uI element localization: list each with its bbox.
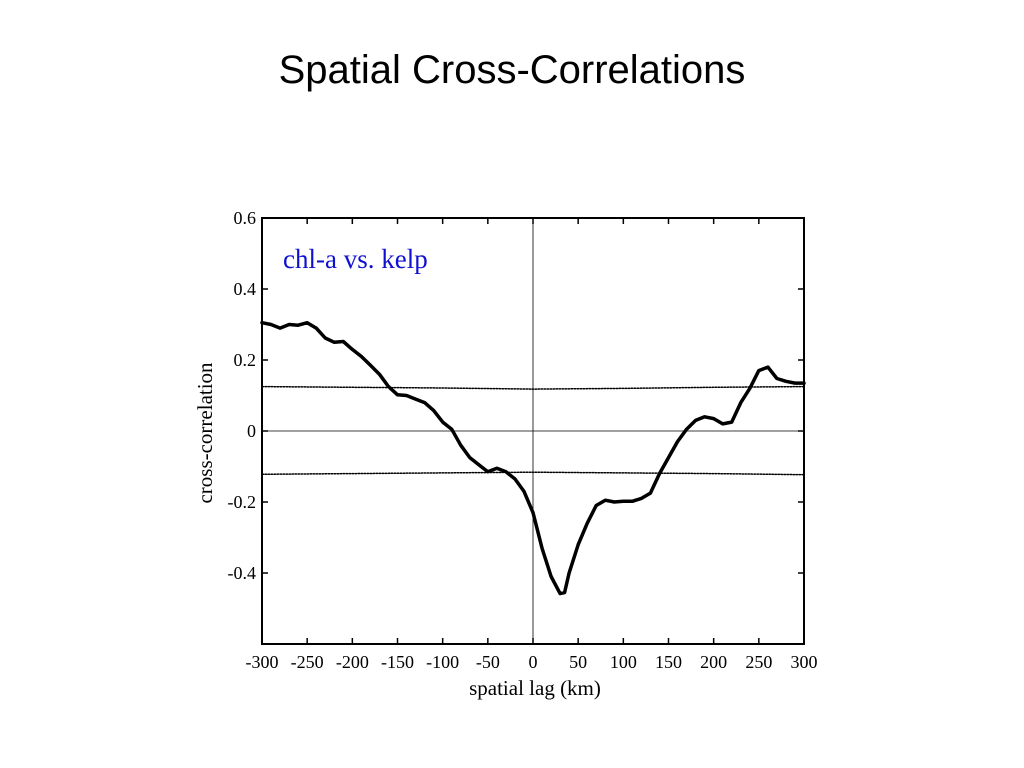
x-tick-label: 0 <box>529 652 538 672</box>
y-axis-label: cross-correlation <box>193 362 217 504</box>
significance-bound-line-2 <box>261 471 805 476</box>
y-tick-label: 0.6 <box>234 208 257 228</box>
y-tick-label: -0.4 <box>228 563 257 583</box>
chart-annotation: chl-a vs. kelp <box>283 244 428 274</box>
x-tick-label: 100 <box>610 652 637 672</box>
y-tick-label: 0.2 <box>234 350 257 370</box>
x-tick-label: -300 <box>246 652 279 672</box>
significance-bound-line-1 <box>261 385 805 390</box>
x-tick-label: -100 <box>426 652 459 672</box>
tick-labels: -300 -250 -200 -150 -100 -50 0 50 100 150 200 250 30… <box>228 208 818 672</box>
x-tick-label: -150 <box>381 652 414 672</box>
x-tick-label: 150 <box>655 652 682 672</box>
y-tick-label: 0 <box>247 421 256 441</box>
ticks <box>261 217 805 644</box>
x-tick-label: -50 <box>476 652 500 672</box>
x-tick-label: 50 <box>569 652 587 672</box>
slide-title: Spatial Cross-Correlations <box>278 48 746 92</box>
y-tick-label: -0.2 <box>228 492 257 512</box>
x-axis-label: spatial lag (km) <box>469 676 601 700</box>
x-tick-label: -250 <box>291 652 324 672</box>
x-tick-label: 300 <box>791 652 818 672</box>
series-group <box>260 320 806 596</box>
cross-correlation-line <box>260 320 806 596</box>
y-tick-label: 0.4 <box>234 279 257 299</box>
reference-lines <box>262 218 804 644</box>
x-tick-label: 250 <box>745 652 772 672</box>
x-tick-label: 200 <box>700 652 727 672</box>
x-tick-label: -200 <box>336 652 369 672</box>
